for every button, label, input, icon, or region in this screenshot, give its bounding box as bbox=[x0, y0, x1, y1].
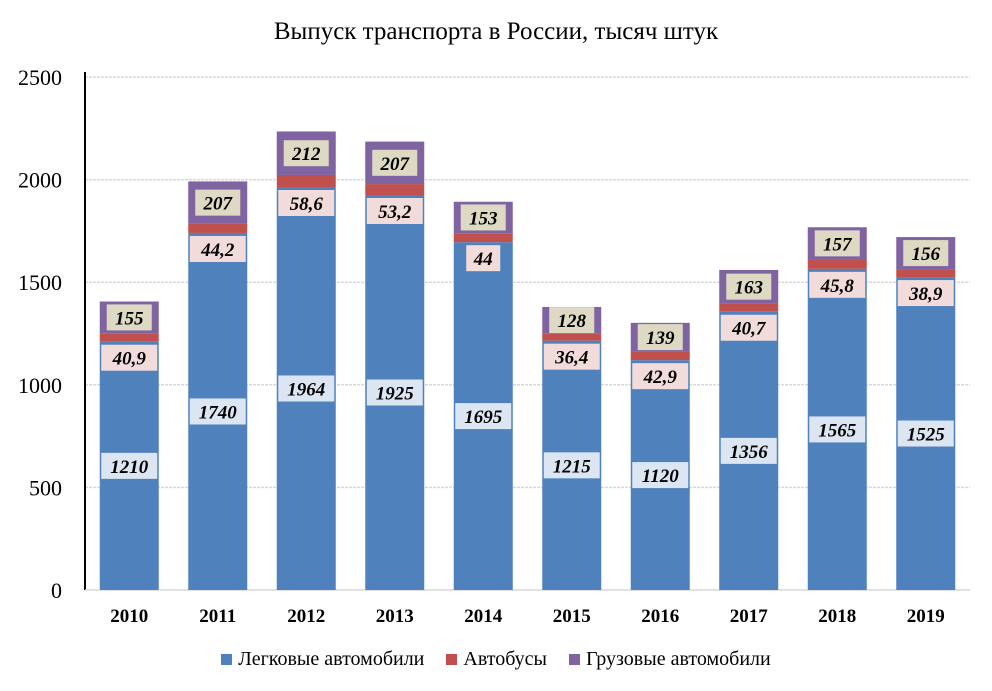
data-label: 40,7 bbox=[731, 319, 767, 340]
bar-segment bbox=[542, 333, 602, 341]
data-label: 155 bbox=[115, 308, 144, 329]
legend-item-buses: Автобусы bbox=[446, 648, 547, 671]
x-tick-label: 2013 bbox=[376, 606, 414, 627]
bar-segment bbox=[453, 233, 513, 243]
data-label-box bbox=[372, 149, 418, 176]
data-label-box bbox=[632, 363, 689, 390]
legend-swatch bbox=[221, 654, 233, 665]
legend-label: Легковые автомобили bbox=[238, 648, 425, 670]
x-tick-label: 2018 bbox=[818, 606, 856, 627]
data-label-box bbox=[278, 375, 335, 402]
data-label: 40,9 bbox=[112, 349, 147, 370]
bar-segment bbox=[630, 351, 690, 361]
data-label: 1356 bbox=[730, 442, 769, 463]
data-label-box bbox=[549, 307, 595, 334]
data-label-box bbox=[278, 189, 335, 216]
data-label-box bbox=[101, 344, 158, 371]
data-label-box bbox=[106, 304, 152, 331]
data-label: 38,9 bbox=[908, 284, 943, 305]
data-label-box bbox=[101, 452, 158, 479]
data-label-box bbox=[460, 204, 506, 231]
data-label-box bbox=[809, 271, 866, 298]
x-tick-label: 2016 bbox=[641, 606, 679, 627]
legend-label: Грузовые автомобили bbox=[585, 648, 771, 670]
x-tick-label: 2011 bbox=[199, 606, 236, 627]
bar-segment bbox=[276, 174, 336, 187]
legend: Легковые автомобили Автобусы Грузовые ав… bbox=[0, 648, 992, 671]
data-label-box bbox=[632, 462, 689, 489]
data-label: 1565 bbox=[818, 420, 857, 441]
chart-title: Выпуск транспорта в России, тысяч штук bbox=[273, 18, 719, 45]
data-label-box bbox=[189, 235, 246, 262]
bar-segment bbox=[365, 184, 425, 195]
data-label: 44,2 bbox=[200, 240, 235, 261]
data-label-box bbox=[726, 273, 772, 300]
data-label: 1695 bbox=[464, 407, 503, 428]
legend-item-cars: Легковые автомобили bbox=[221, 648, 424, 671]
data-label-box bbox=[466, 245, 501, 272]
y-tick-label: 2500 bbox=[18, 65, 62, 90]
x-tick-label: 2019 bbox=[907, 606, 945, 627]
data-label-box bbox=[903, 240, 949, 267]
data-label-box bbox=[897, 280, 954, 307]
y-tick-label: 2000 bbox=[18, 168, 62, 193]
data-label: 139 bbox=[646, 328, 675, 349]
data-label-box bbox=[720, 437, 777, 464]
x-tick-label: 2012 bbox=[287, 606, 325, 627]
legend-label: Автобусы bbox=[463, 648, 547, 670]
data-label-box bbox=[543, 343, 600, 370]
bar-segment bbox=[896, 269, 956, 278]
y-tick-label: 500 bbox=[29, 475, 62, 500]
data-label: 128 bbox=[558, 311, 587, 332]
bar-segment bbox=[807, 259, 867, 269]
data-label: 207 bbox=[380, 154, 411, 175]
bar-segment bbox=[188, 223, 248, 233]
data-label-box bbox=[814, 230, 860, 257]
data-label: 1740 bbox=[199, 402, 238, 423]
data-label: 45,8 bbox=[820, 276, 855, 297]
data-label: 53,2 bbox=[378, 202, 412, 223]
data-label: 207 bbox=[203, 194, 234, 215]
data-label: 157 bbox=[823, 234, 853, 255]
data-label: 153 bbox=[469, 208, 498, 229]
bar-segment bbox=[719, 303, 779, 312]
bar-segment bbox=[99, 333, 159, 342]
y-tick-label: 1000 bbox=[18, 373, 62, 398]
data-label-box bbox=[543, 452, 600, 479]
legend-item-trucks: Грузовые автомобили bbox=[568, 648, 771, 671]
data-label-box bbox=[195, 189, 241, 216]
data-label: 44 bbox=[473, 249, 493, 270]
data-label: 156 bbox=[912, 244, 941, 265]
data-label-box bbox=[637, 324, 683, 351]
data-label-box bbox=[189, 398, 246, 425]
data-label: 58,6 bbox=[290, 194, 324, 215]
data-label: 1925 bbox=[376, 383, 415, 404]
data-label-box bbox=[455, 403, 512, 430]
data-label: 1120 bbox=[642, 466, 679, 487]
legend-swatch bbox=[568, 654, 580, 665]
data-label-box bbox=[366, 197, 423, 224]
data-label-box bbox=[366, 379, 423, 406]
data-label: 1210 bbox=[110, 457, 149, 478]
x-tick-label: 2014 bbox=[464, 606, 503, 627]
data-label-box bbox=[897, 420, 954, 447]
y-tick-label: 0 bbox=[51, 578, 62, 603]
legend-swatch bbox=[446, 654, 458, 665]
x-tick-label: 2015 bbox=[553, 606, 591, 627]
data-label: 1964 bbox=[287, 379, 325, 400]
y-tick-label: 1500 bbox=[18, 270, 62, 295]
data-label: 212 bbox=[291, 144, 321, 165]
x-tick-label: 2017 bbox=[730, 606, 769, 627]
data-label-box bbox=[809, 416, 866, 443]
data-label-box bbox=[720, 314, 777, 341]
data-label: 42,9 bbox=[643, 367, 678, 388]
data-label: 36,4 bbox=[554, 348, 588, 369]
x-tick-label: 2010 bbox=[110, 606, 148, 627]
data-label-box bbox=[283, 140, 329, 167]
data-label: 1215 bbox=[553, 456, 592, 477]
data-label: 1525 bbox=[907, 425, 946, 446]
data-label: 163 bbox=[735, 278, 764, 299]
